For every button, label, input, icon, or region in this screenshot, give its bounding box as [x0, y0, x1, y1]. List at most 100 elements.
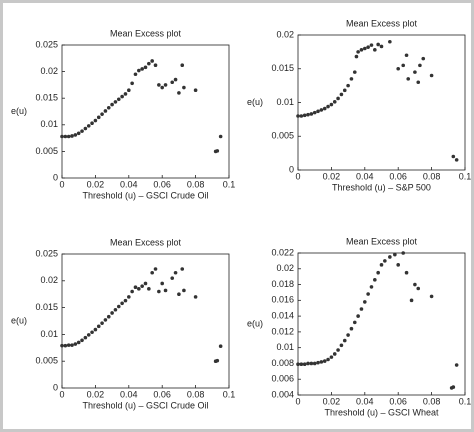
- point: [163, 288, 168, 293]
- point: [373, 48, 377, 52]
- point: [70, 134, 74, 138]
- x-tick-label: 0.1: [223, 179, 236, 189]
- y-tick-label: 0.015: [35, 93, 58, 103]
- y-tick-label: 0: [53, 382, 58, 392]
- point: [160, 85, 164, 90]
- point: [336, 96, 340, 101]
- point: [383, 259, 387, 263]
- point: [157, 83, 161, 87]
- plot-area: [297, 34, 466, 171]
- x-tick-label: 0.02: [87, 179, 105, 189]
- point: [349, 77, 354, 81]
- chart-title: Mean Excess plot: [346, 236, 418, 246]
- point: [140, 67, 144, 71]
- point: [363, 46, 367, 51]
- point: [73, 342, 78, 346]
- point: [140, 284, 144, 288]
- point: [177, 292, 181, 297]
- point: [332, 100, 337, 104]
- y-tick-label: 0: [53, 172, 58, 182]
- point: [86, 124, 91, 128]
- y-tick-label: 0.01: [40, 119, 58, 129]
- point: [349, 326, 354, 331]
- point: [379, 44, 384, 49]
- point: [93, 327, 98, 332]
- point: [379, 263, 384, 267]
- x-tick-label: 0.06: [389, 396, 407, 406]
- point: [309, 361, 314, 366]
- point: [302, 362, 307, 367]
- point: [356, 314, 360, 318]
- point: [66, 343, 71, 347]
- point: [319, 108, 324, 112]
- point: [173, 77, 178, 82]
- point: [369, 285, 374, 289]
- x-tick-label: 0.04: [120, 179, 138, 189]
- point: [354, 54, 359, 59]
- y-tick-label: 0.01: [40, 329, 58, 339]
- point: [388, 39, 392, 44]
- y-tick-label: 0.02: [276, 29, 294, 39]
- point: [86, 333, 91, 337]
- point: [106, 314, 111, 319]
- point: [103, 109, 108, 113]
- point: [393, 252, 397, 257]
- point: [416, 80, 421, 85]
- point: [130, 289, 134, 294]
- point: [103, 318, 108, 322]
- y-axis-label: e(u): [11, 315, 27, 325]
- y-tick-label: 0.02: [40, 66, 58, 76]
- y-tick-label: 0.005: [35, 356, 58, 366]
- point: [376, 42, 380, 47]
- y-tick-label: 0.02: [276, 263, 294, 273]
- point: [100, 321, 104, 325]
- point: [143, 281, 148, 286]
- point: [80, 129, 84, 133]
- point: [90, 121, 94, 126]
- x-tick-label: 0.04: [120, 389, 138, 399]
- x-tick-label: 0.02: [323, 396, 341, 406]
- y-tick-label: 0.01: [276, 97, 294, 107]
- point: [218, 344, 223, 348]
- point: [352, 70, 357, 74]
- point: [342, 338, 347, 343]
- point: [363, 300, 367, 304]
- point: [296, 362, 300, 367]
- point: [96, 324, 101, 329]
- y-axis-label: e(u): [11, 106, 27, 116]
- point: [116, 304, 121, 309]
- y-tick-label: 0.015: [271, 63, 294, 73]
- point: [332, 352, 337, 356]
- point: [83, 126, 88, 131]
- y-tick-label: 0.022: [271, 247, 294, 257]
- point: [312, 110, 317, 115]
- plot-area: [297, 252, 466, 396]
- point: [296, 114, 300, 118]
- point: [147, 61, 151, 66]
- point: [133, 285, 138, 290]
- point: [218, 134, 223, 139]
- point: [76, 340, 81, 345]
- x-tick-label: 0: [295, 171, 300, 181]
- x-tick-label: 0.08: [187, 179, 205, 189]
- y-tick-label: 0.006: [271, 374, 294, 384]
- point: [147, 287, 151, 291]
- point: [329, 102, 334, 107]
- x-tick-label: 0.1: [459, 171, 472, 181]
- x-tick-label: 0.08: [187, 389, 205, 399]
- point: [346, 83, 350, 88]
- point: [322, 106, 327, 111]
- y-tick-label: 0.004: [271, 389, 294, 399]
- point: [404, 53, 409, 58]
- point: [336, 348, 340, 352]
- point: [127, 88, 131, 93]
- x-tick-label: 0: [59, 389, 64, 399]
- point: [137, 287, 141, 291]
- point: [193, 88, 198, 93]
- point: [215, 149, 220, 153]
- point: [130, 81, 134, 86]
- x-tick-label: 0.08: [423, 396, 441, 406]
- point: [322, 359, 327, 363]
- x-tick-label: 0.02: [87, 389, 105, 399]
